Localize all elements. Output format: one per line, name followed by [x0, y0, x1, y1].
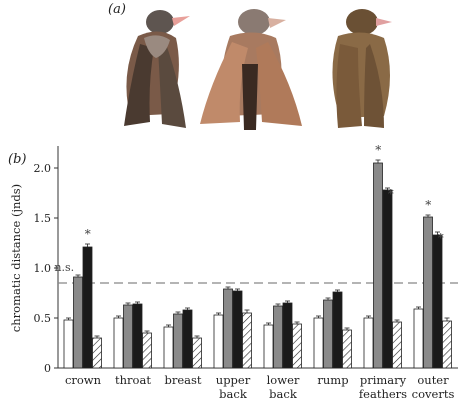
bar	[432, 234, 443, 369]
bar	[373, 162, 383, 369]
x-tick-label: throat	[115, 373, 151, 387]
bar	[332, 291, 343, 369]
significance-asterisk: *	[438, 231, 444, 245]
y-tick-label: 0.5	[34, 312, 52, 325]
bar	[342, 329, 352, 369]
bar	[132, 303, 143, 369]
x-tick-label: rump	[317, 373, 348, 387]
x-tick-label-line: coverts	[412, 387, 455, 401]
bar	[92, 337, 102, 369]
significance-asterisk: *	[85, 227, 91, 241]
bar	[382, 189, 393, 369]
panel-b-label: (b)	[8, 152, 27, 167]
y-tick-label: 2.0	[34, 162, 52, 175]
bar	[242, 312, 252, 369]
bar	[413, 308, 424, 369]
y-axis-label: chromatic distance (jnds)	[9, 184, 23, 332]
significance-asterisk: *	[388, 187, 394, 201]
x-tick-label: upper back	[216, 373, 251, 401]
bar	[363, 317, 374, 369]
x-tick-label: outer coverts	[412, 373, 455, 401]
bar	[173, 313, 183, 369]
x-tick-label-line: back	[269, 387, 298, 401]
x-tick-label-line: back	[219, 387, 248, 401]
x-tick-label-line: lower	[267, 373, 300, 387]
bar	[442, 320, 452, 369]
x-tick-label: crown	[65, 373, 102, 387]
panel-a-label: (a)	[108, 2, 126, 17]
bar	[213, 314, 224, 369]
x-tick-label: primary feathers	[359, 373, 407, 401]
y-tick-label: 0	[44, 362, 51, 375]
x-tick-label-line: crown	[65, 373, 102, 387]
bar	[273, 305, 283, 369]
y-tick-label: 1.0	[34, 262, 52, 275]
significance-asterisk: *	[375, 143, 381, 157]
bar	[323, 299, 333, 369]
bar	[282, 302, 293, 369]
bird-photo-right	[332, 9, 392, 128]
x-tick-label-line: throat	[115, 373, 151, 387]
bar	[192, 337, 202, 369]
ns-annotation: n.s.	[54, 261, 74, 274]
significance-asterisk: *	[425, 198, 431, 212]
y-tick-label: 1.5	[34, 212, 52, 225]
bar	[163, 326, 174, 369]
bar	[313, 317, 324, 369]
x-tick-label: breast	[164, 373, 201, 387]
bar	[82, 246, 93, 369]
x-tick-label-line: breast	[164, 373, 201, 387]
bar	[232, 290, 243, 369]
x-tick-label-line: rump	[317, 373, 348, 387]
x-tick-label-line: upper	[216, 373, 251, 387]
bar	[113, 317, 124, 369]
bird-photo-center	[200, 9, 302, 130]
bar	[423, 216, 433, 369]
bird-photo-left	[124, 10, 190, 128]
x-tick-label: lower back	[267, 373, 300, 401]
x-tick-label-line: primary	[360, 373, 407, 387]
bar	[223, 288, 233, 369]
x-tick-label-line: feathers	[359, 387, 407, 401]
bar	[292, 323, 302, 369]
bar	[73, 276, 83, 369]
bar	[392, 321, 402, 369]
bar	[263, 324, 274, 369]
bar	[142, 332, 152, 369]
bar	[63, 319, 74, 369]
bar	[123, 304, 133, 369]
x-tick-label-line: outer	[417, 373, 449, 387]
bar	[182, 309, 193, 369]
